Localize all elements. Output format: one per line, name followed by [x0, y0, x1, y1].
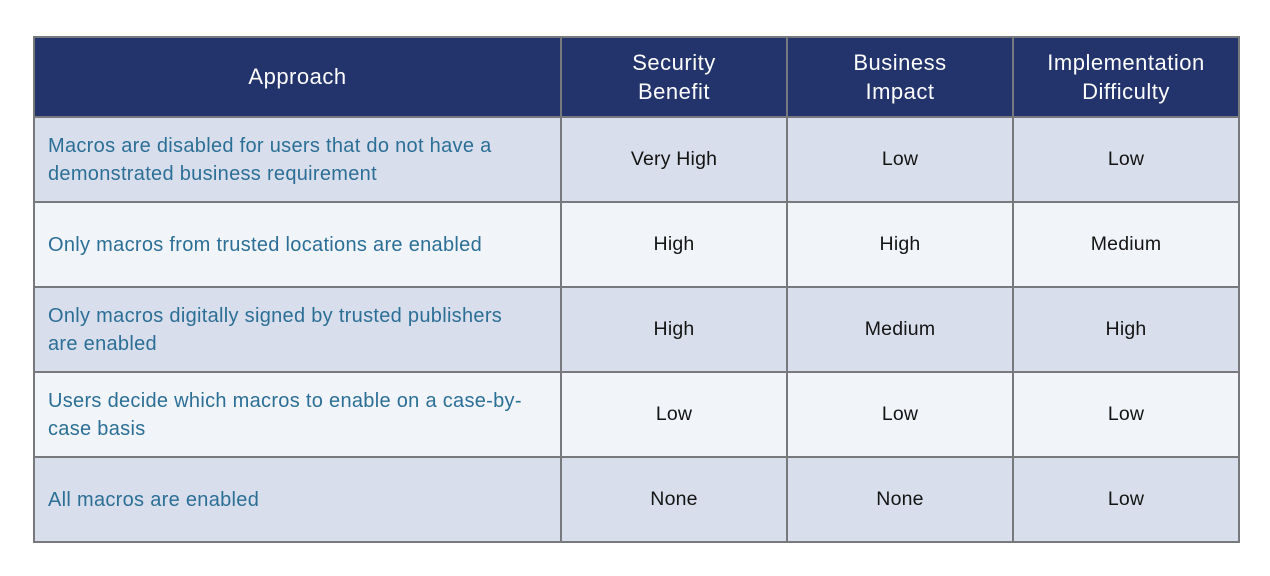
business-impact-cell: Medium: [786, 286, 1014, 373]
table-row: Only macros digitally signed by trusted …: [33, 286, 1240, 373]
implementation-difficulty-cell: Medium: [1012, 201, 1240, 288]
table-header: Approach Security Benefit Business Impac…: [33, 36, 1240, 118]
table-body: Macros are disabled for users that do no…: [33, 116, 1240, 543]
implementation-difficulty-cell: Low: [1012, 456, 1240, 543]
table-row: Only macros from trusted locations are e…: [33, 201, 1240, 288]
header-row: Approach Security Benefit Business Impac…: [33, 36, 1240, 118]
column-header-business-impact: Business Impact: [786, 36, 1014, 118]
security-benefit-cell: High: [560, 286, 788, 373]
business-impact-cell: High: [786, 201, 1014, 288]
macro-security-table: Approach Security Benefit Business Impac…: [33, 36, 1240, 543]
business-impact-cell: Low: [786, 116, 1014, 203]
approach-cell: Macros are disabled for users that do no…: [33, 116, 562, 203]
security-benefit-cell: Low: [560, 371, 788, 458]
business-impact-cell: Low: [786, 371, 1014, 458]
approach-cell: Only macros digitally signed by trusted …: [33, 286, 562, 373]
implementation-difficulty-cell: Low: [1012, 116, 1240, 203]
implementation-difficulty-cell: Low: [1012, 371, 1240, 458]
security-benefit-cell: Very High: [560, 116, 788, 203]
business-impact-cell: None: [786, 456, 1014, 543]
security-benefit-cell: None: [560, 456, 788, 543]
column-header-implementation-difficulty: Implementation Difficulty: [1012, 36, 1240, 118]
implementation-difficulty-cell: High: [1012, 286, 1240, 373]
approach-cell: Only macros from trusted locations are e…: [33, 201, 562, 288]
column-header-approach: Approach: [33, 36, 562, 118]
table-row: Users decide which macros to enable on a…: [33, 371, 1240, 458]
approach-cell: Users decide which macros to enable on a…: [33, 371, 562, 458]
security-benefit-cell: High: [560, 201, 788, 288]
column-header-security-benefit: Security Benefit: [560, 36, 788, 118]
table-row: Macros are disabled for users that do no…: [33, 116, 1240, 203]
table-row: All macros are enabled None None Low: [33, 456, 1240, 543]
macro-security-table-container: Approach Security Benefit Business Impac…: [33, 36, 1240, 543]
approach-cell: All macros are enabled: [33, 456, 562, 543]
